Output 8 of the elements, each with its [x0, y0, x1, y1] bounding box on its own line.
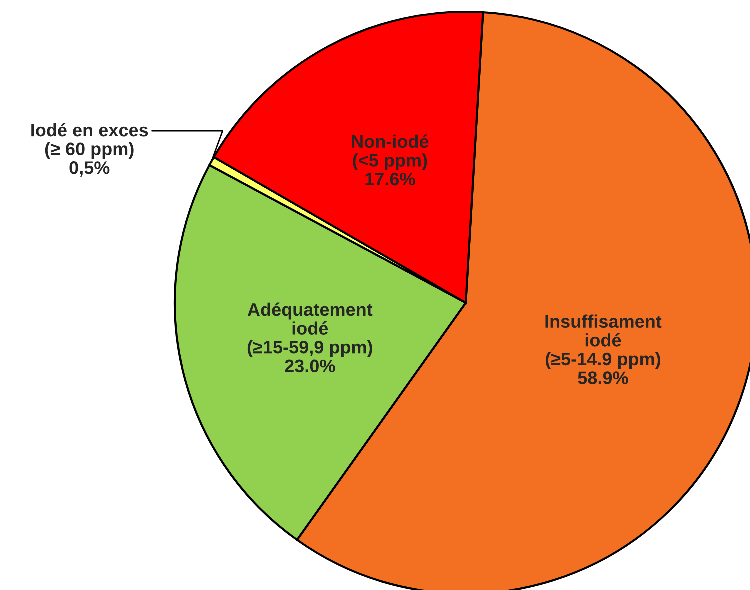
slice-label: Non-iodé (<5 ppm)	[352, 134, 429, 170]
data-label: 23.0%	[285, 360, 336, 373]
data-label: 17.6%	[366, 172, 416, 186]
data-label: 58.9%	[578, 372, 628, 384]
slice-label: Adéquatement iodé (≥15-59,9 ppm)	[248, 302, 373, 358]
data-label: 0,5%	[70, 162, 110, 177]
slice-label: Insuffisament iodé (≥5-14.9 ppm)	[546, 314, 662, 370]
slice-label: Iodé en exces (≥ 60 ppm)	[32, 123, 148, 160]
